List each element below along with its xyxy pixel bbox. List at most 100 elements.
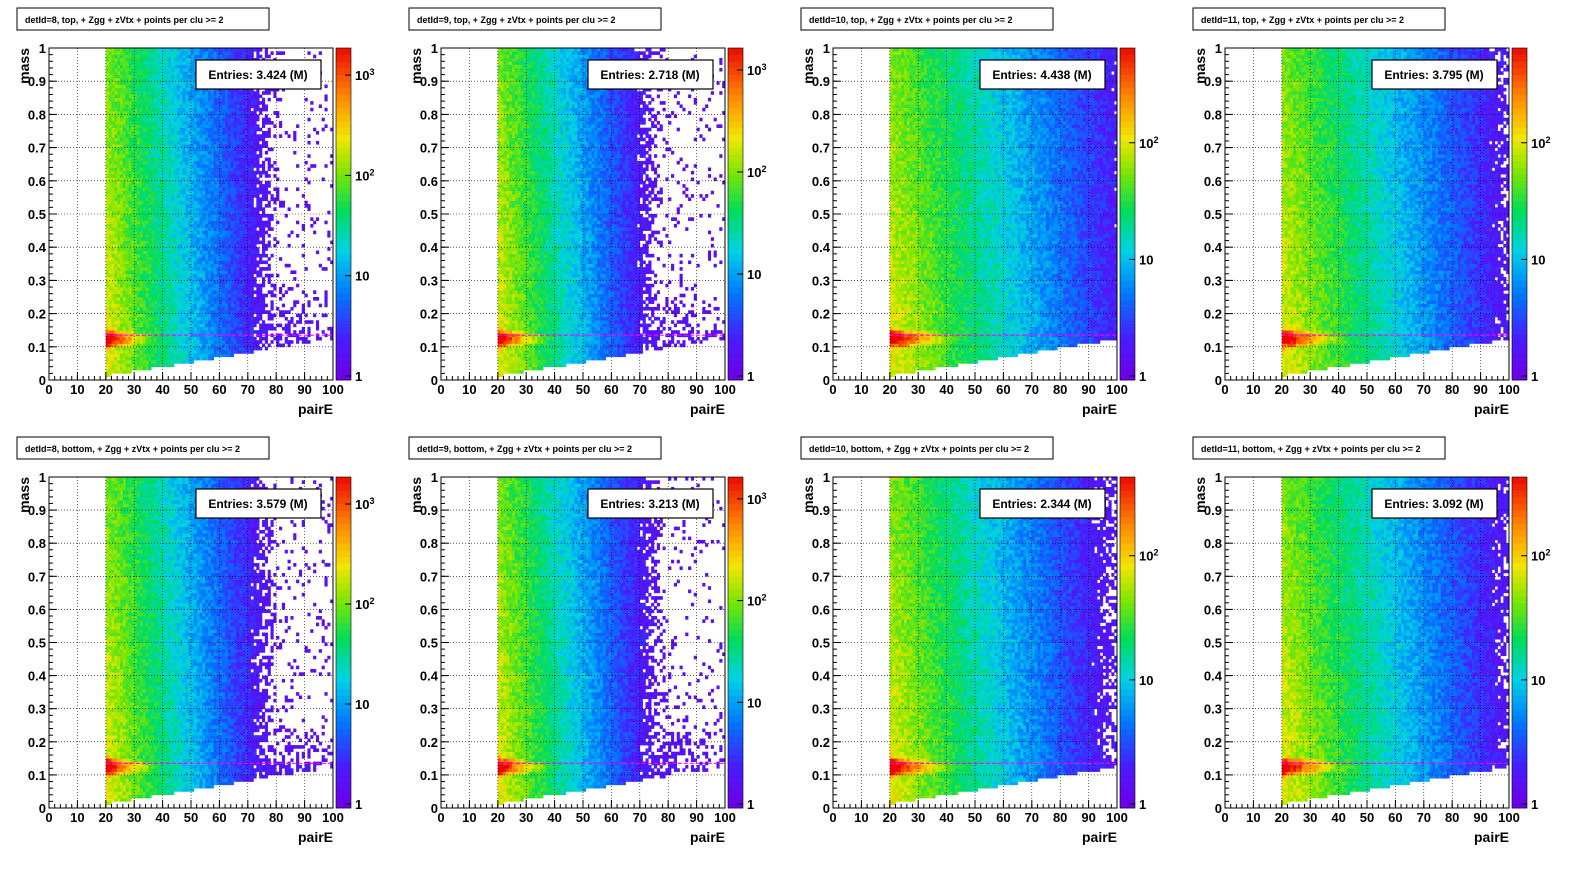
heat-cell: [129, 48, 132, 52]
heat-cell: [117, 287, 120, 291]
heat-cell: [134, 201, 137, 205]
heat-cell: [109, 94, 112, 98]
heat-cell: [134, 231, 137, 235]
heat-cell: [140, 264, 143, 268]
heat-cell: [109, 304, 112, 308]
heat-cell: [134, 88, 137, 92]
heat-cell: [126, 191, 129, 195]
heat-cell: [109, 104, 112, 108]
heat-cell: [129, 353, 132, 357]
heat-cell: [109, 207, 112, 211]
heat-cell: [140, 171, 143, 175]
heat-cell: [126, 363, 129, 367]
heat-cell: [106, 267, 109, 271]
heat-cell: [123, 353, 126, 357]
heat-cell: [126, 168, 129, 172]
heat-cell: [111, 111, 114, 115]
heat-cell: [140, 187, 143, 191]
heat-cell: [117, 324, 120, 328]
heat-cell: [106, 61, 109, 65]
heat-cell: [106, 138, 109, 142]
heat-cell: [134, 98, 137, 102]
heat-cell: [109, 71, 112, 75]
heat-cell: [134, 85, 137, 89]
heat-cell: [117, 247, 120, 251]
heat-cell: [137, 134, 140, 138]
heat-cell: [126, 197, 129, 201]
heat-cell: [123, 297, 126, 301]
heat-cell: [114, 98, 117, 102]
heat-cell: [111, 300, 114, 304]
heat-cell: [140, 158, 143, 162]
heat-cell: [137, 290, 140, 294]
heat-cell: [131, 227, 134, 231]
heat-cell: [140, 174, 143, 178]
heat-cell: [114, 290, 117, 294]
heat-cell: [126, 231, 129, 235]
heat-cell: [134, 128, 137, 132]
heat-cell: [129, 357, 132, 361]
heat-cell: [123, 58, 126, 62]
heat-cell: [140, 294, 143, 298]
heat-cell: [134, 48, 137, 52]
figure-canvas: detId=8, top, + Zgg + zVtx + points per …: [0, 0, 1596, 872]
heat-cell: [123, 187, 126, 191]
heat-cell: [134, 304, 137, 308]
heat-cell: [106, 367, 109, 371]
heat-cell: [109, 224, 112, 228]
heat-cell: [126, 324, 129, 328]
heat-cell: [114, 237, 117, 241]
heat-cell: [111, 81, 114, 85]
heat-cell: [129, 294, 132, 298]
heat-cell: [106, 353, 109, 357]
heat-cell: [120, 138, 123, 142]
heat-cell: [120, 131, 123, 135]
heat-cell: [117, 94, 120, 98]
heat-cell: [120, 201, 123, 205]
heat-cell: [117, 353, 120, 357]
heat-cell: [114, 294, 117, 298]
heat-cell: [126, 187, 129, 191]
heat-cell: [126, 367, 129, 371]
heat-cell: [114, 324, 117, 328]
heat-cell: [114, 307, 117, 311]
heat-cell: [117, 138, 120, 142]
heat-cell: [140, 164, 143, 168]
heat-cell: [120, 317, 123, 321]
heat-cell: [111, 337, 114, 341]
heat-cell: [126, 204, 129, 208]
heat-cell: [131, 197, 134, 201]
heat-cell: [114, 68, 117, 72]
heat-cell: [109, 290, 112, 294]
heat-cell: [126, 174, 129, 178]
heat-cell: [137, 71, 140, 75]
heat-cell: [123, 367, 126, 371]
heat-cell: [137, 85, 140, 89]
heat-cell: [106, 187, 109, 191]
heat-cell: [137, 91, 140, 95]
heat-cell: [106, 148, 109, 152]
heat-cell: [106, 254, 109, 258]
heat-cell: [120, 234, 123, 238]
heat-cell: [111, 221, 114, 225]
heat-cell: [114, 161, 117, 165]
heat-cell: [106, 274, 109, 278]
heat-cell: [134, 154, 137, 158]
heat-cell: [120, 191, 123, 195]
heat-cell: [137, 270, 140, 274]
heat-cell: [109, 367, 112, 371]
heat-cell: [140, 290, 143, 294]
heat-cell: [123, 194, 126, 198]
heat-cell: [114, 191, 117, 195]
heat-cell: [117, 284, 120, 288]
heat-cell: [111, 340, 114, 344]
heat-cell: [137, 260, 140, 264]
heat-cell: [140, 347, 143, 351]
heat-cell: [140, 260, 143, 264]
heat-cell: [131, 134, 134, 138]
heat-cell: [111, 234, 114, 238]
heat-cell: [123, 75, 126, 79]
heat-cell: [111, 267, 114, 271]
heat-cell: [140, 227, 143, 231]
heat-cell: [114, 221, 117, 225]
